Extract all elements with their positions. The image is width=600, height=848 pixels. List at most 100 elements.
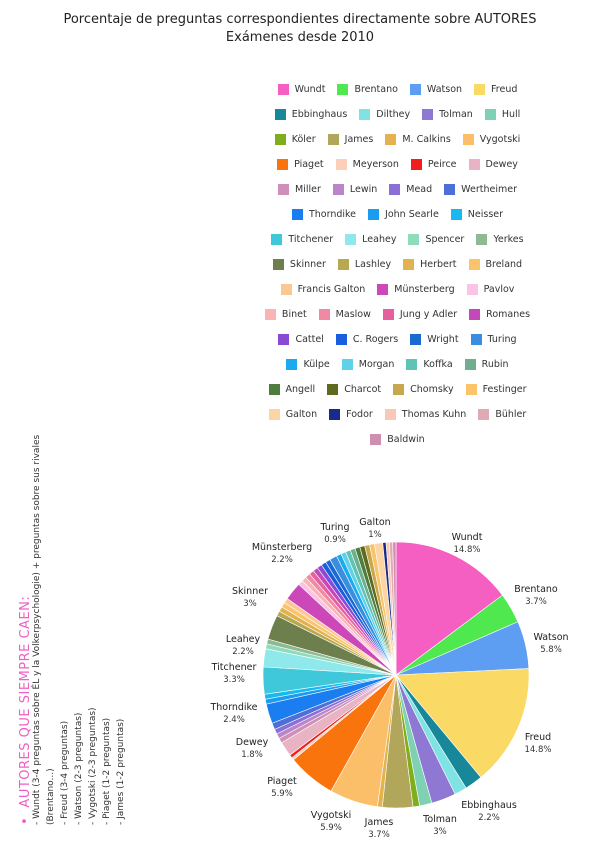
legend-item: Thorndike — [291, 205, 356, 223]
legend-swatch — [329, 408, 341, 420]
legend-item: Thomas Kuhn — [384, 405, 467, 423]
legend-item: Morgan — [341, 355, 394, 373]
legend-swatch — [337, 83, 349, 95]
legend-label: Lashley — [354, 258, 392, 270]
slice-name-label: Thorndike — [209, 702, 257, 713]
pie-slice — [395, 541, 503, 676]
legend-item: Dewey — [468, 155, 518, 173]
slice-name-label: Titchener — [211, 662, 257, 673]
legend-item: Freud — [474, 80, 517, 98]
legend-item: Hull — [484, 105, 521, 123]
legend-label: Tolman — [439, 108, 473, 120]
legend-swatch — [277, 183, 289, 195]
legend-item: Pavlov — [466, 280, 514, 298]
legend-label: Fodor — [346, 408, 373, 420]
slice-name-label: Tolman — [422, 814, 457, 825]
legend-label: Charcot — [344, 383, 382, 395]
legend-item: Fodor — [329, 405, 373, 423]
legend-swatch — [389, 183, 401, 195]
legend-swatch — [278, 333, 290, 345]
legend-label: Turing — [487, 333, 517, 345]
slice-name-label: Turing — [320, 522, 350, 533]
legend-item: Leahey — [345, 230, 396, 248]
legend-item: Lewin — [332, 180, 377, 198]
legend-label: Vygotski — [479, 133, 521, 145]
legend-item: Skinner — [272, 255, 326, 273]
legend-swatch — [465, 383, 477, 395]
legend-label: Skinner — [289, 258, 326, 270]
legend-item: Breland — [468, 255, 522, 273]
legend-item: Chomsky — [393, 380, 454, 398]
legend-swatch — [474, 83, 486, 95]
legend-item: Meyerson — [335, 155, 399, 173]
legend-swatch — [468, 258, 480, 270]
legend-item: James — [327, 130, 374, 148]
legend-label: Jung y Adler — [399, 308, 458, 320]
legend-swatch — [470, 333, 482, 345]
legend-label: Leahey — [362, 233, 397, 245]
legend-item: Spencer — [408, 230, 464, 248]
legend-swatch — [478, 408, 490, 420]
legend-label: Maslow — [335, 308, 371, 320]
legend-label: Hull — [501, 108, 521, 120]
legend-label: John Searle — [385, 208, 439, 220]
legend-swatch — [272, 258, 284, 270]
legend-swatch — [450, 208, 462, 220]
legend-label: M. Calkins — [402, 133, 451, 145]
legend-label: Köler — [291, 133, 316, 145]
legend-item: Baldwin — [370, 430, 425, 448]
legend-swatch — [268, 383, 280, 395]
legend-swatch — [406, 358, 418, 370]
legend-label: James — [344, 133, 374, 145]
legend-label: Chomsky — [410, 383, 454, 395]
legend-swatch — [277, 158, 289, 170]
legend-label: Francis Galton — [297, 283, 366, 295]
legend-item: Koffka — [406, 355, 453, 373]
legend-label: Freud — [491, 83, 518, 95]
legend-swatch — [332, 183, 344, 195]
legend-item: Peirce — [410, 155, 457, 173]
legend-label: Dilthey — [376, 108, 411, 120]
slice-value-label: 2.2% — [478, 813, 500, 823]
legend-item: Neisser — [450, 205, 503, 223]
slice-value-label: 5.8% — [540, 645, 562, 655]
legend-item: Francis Galton — [280, 280, 366, 298]
legend-item: Piaget — [277, 155, 324, 173]
legend-item: Festinger — [465, 380, 527, 398]
legend-label: Dewey — [485, 158, 518, 170]
slice-name-label: Brentano — [514, 584, 558, 595]
slice-value-label: 14.8% — [524, 745, 551, 755]
legend-label: Yerkes — [493, 233, 524, 245]
legend-label: Wright — [427, 333, 459, 345]
slice-value-label: 3.7% — [368, 830, 390, 840]
legend-item: Maslow — [318, 305, 371, 323]
slice-name-label: Piaget — [267, 776, 297, 787]
legend-item: Wright — [410, 330, 459, 348]
legend-item: Cattel — [278, 330, 324, 348]
slice-name-label: Galton — [359, 517, 390, 528]
legend-item: Miller — [277, 180, 321, 198]
legend-label: Watson — [426, 83, 463, 95]
legend-label: Binet — [281, 308, 307, 320]
legend-label: Thomas Kuhn — [401, 408, 467, 420]
slice-value-label: 1.8% — [241, 750, 263, 760]
legend-swatch — [464, 358, 476, 370]
legend-swatch — [264, 308, 276, 320]
legend-label: Piaget — [294, 158, 324, 170]
slice-value-label: 2.2% — [232, 647, 254, 657]
legend-item: Külpe — [286, 355, 330, 373]
slice-value-label: 3.3% — [223, 675, 245, 685]
legend-label: Angell — [285, 383, 316, 395]
slice-value-label: 5.9% — [320, 823, 342, 833]
legend-item: Bühler — [478, 405, 526, 423]
legend-label: Herbert — [420, 258, 457, 270]
legend-label: Brentano — [354, 83, 398, 95]
legend-item: Jung y Adler — [382, 305, 458, 323]
slice-name-label: Dewey — [236, 737, 269, 748]
legend-swatch — [271, 233, 283, 245]
chart-subtitle: Exámenes desde 2010 — [225, 30, 375, 45]
slice-value-label: 1% — [368, 530, 382, 540]
slice-value-label: 0.9% — [324, 535, 346, 545]
legend-item: C. Rogers — [335, 330, 398, 348]
